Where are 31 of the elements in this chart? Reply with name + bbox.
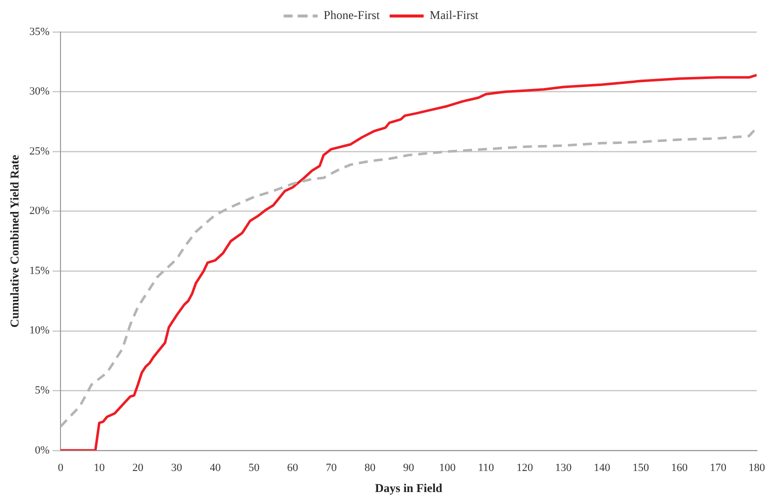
y-tick-label: 15% [29,264,50,277]
x-tick-label: 120 [516,462,534,474]
x-tick-label: 90 [403,462,415,474]
x-tick-label: 50 [248,462,260,474]
x-tick-label: 70 [326,462,338,474]
y-tick-label: 35% [29,26,50,38]
x-axis-title: Days in Field [374,480,443,495]
x-tick-label: 170 [710,462,727,474]
x-tick-label: 140 [594,462,611,474]
x-tick-label: 10 [94,462,106,474]
y-tick-label: 20% [29,205,50,218]
x-tick-label: 130 [555,462,572,474]
x-tick-label: 160 [671,462,688,474]
x-tick-label: 30 [171,462,183,474]
x-tick-label: 40 [210,462,222,474]
legend-label: Mail-First [430,8,479,22]
x-tick-label: 0 [58,462,64,474]
y-tick-label: 30% [29,86,50,98]
x-tick-label: 110 [478,462,495,474]
x-tick-label: 60 [287,462,299,474]
y-tick-label: 5% [34,384,50,397]
y-tick-label: 25% [29,145,50,158]
y-tick-label: 10% [29,324,50,337]
y-tick-label: 0% [34,444,50,456]
y-axis-title: Cumulative Combined Yield Rate [7,154,22,328]
x-tick-label: 150 [632,462,650,474]
legend-label: Phone-First [324,8,380,22]
x-tick-label: 100 [439,462,456,474]
x-tick-label: 20 [132,462,144,474]
x-tick-label: 180 [748,462,766,474]
x-tick-label: 80 [364,462,376,474]
